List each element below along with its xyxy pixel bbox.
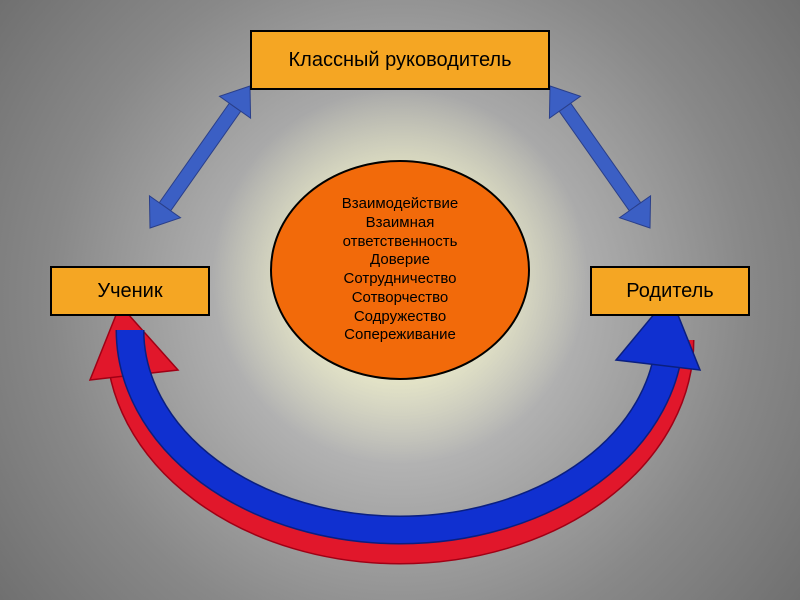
box-student: Ученик (50, 266, 210, 316)
box-parent: Родитель (590, 266, 750, 316)
center-ellipse-line: Сотрудничество (344, 270, 457, 289)
center-ellipse-line: ответственность (343, 233, 458, 252)
box-parent-label: Родитель (626, 280, 713, 303)
box-student-label: Ученик (97, 280, 162, 303)
center-ellipse-line: Сотворчество (352, 289, 449, 308)
box-teacher-label: Классный руководитель (289, 49, 512, 72)
center-ellipse-line: Содружество (354, 308, 446, 327)
box-teacher: Классный руководитель (250, 30, 550, 90)
center-ellipse-line: Сопереживание (344, 326, 456, 345)
center-ellipse-line: Взаимодействие (342, 195, 458, 214)
center-ellipse: ВзаимодействиеВзаимнаяответственностьДов… (270, 160, 530, 380)
center-ellipse-line: Доверие (370, 251, 430, 270)
center-ellipse-line: Взаимная (366, 214, 435, 233)
